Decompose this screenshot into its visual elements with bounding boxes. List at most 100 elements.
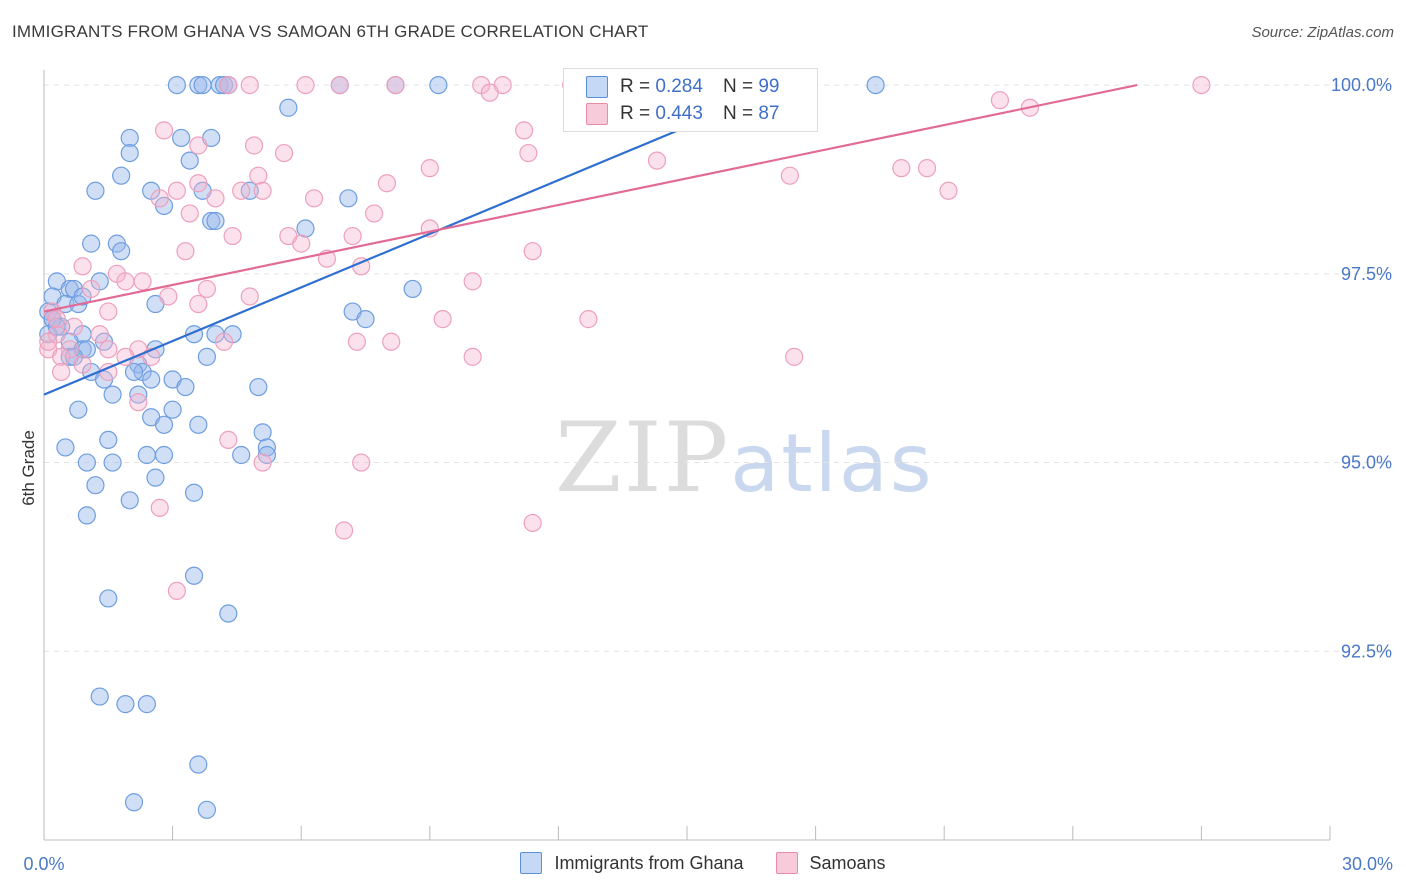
samoan-point: [189, 174, 208, 193]
ghana-point: [193, 75, 212, 95]
series-legend: Immigrants from Ghana Samoans: [0, 852, 1406, 874]
samoan-point: [780, 166, 799, 185]
ghana-point: [176, 377, 195, 397]
samoan-point: [274, 143, 294, 163]
samoan-point: [515, 121, 534, 140]
ghana-point: [137, 445, 156, 465]
ghana-point: [172, 128, 191, 148]
ghana-point: [202, 211, 221, 231]
ghana-point: [296, 219, 315, 238]
gridlines: [44, 84, 1390, 652]
legend-item-samoan: Samoans: [775, 852, 886, 874]
y-tick-label: 97.5%: [1341, 264, 1392, 284]
ghana-point: [214, 75, 234, 95]
legend-n-value-samoan: 87: [758, 103, 780, 124]
samoan-point: [52, 362, 71, 382]
ghana-point: [124, 793, 144, 812]
samoan-point: [364, 204, 384, 223]
ghana-point: [86, 181, 105, 200]
ghana-point: [154, 415, 174, 434]
samoan-point: [47, 310, 66, 329]
ghana-point: [189, 75, 208, 95]
ghana-point: [219, 604, 238, 623]
samoan-point: [917, 159, 937, 178]
ghana-point: [189, 755, 208, 774]
samoan-point: [253, 181, 272, 200]
legend-r-value-samoan: 0.443: [655, 103, 703, 124]
samoan-point: [197, 279, 216, 299]
ghana-point: [120, 128, 139, 148]
ghana-point: [197, 347, 216, 366]
legend-label-ghana: Immigrants from Ghana: [554, 852, 744, 873]
ghana-point: [69, 400, 88, 419]
samoan-point: [244, 136, 264, 155]
samoan-point: [463, 272, 482, 291]
ghana-point: [249, 377, 268, 397]
samoan-point: [133, 272, 152, 291]
series-ghana-points: [39, 75, 885, 819]
samoan-point: [159, 287, 178, 306]
samoan-point: [1192, 75, 1211, 95]
samoan-point: [296, 75, 315, 95]
ghana-point: [82, 234, 101, 253]
samoan-point: [232, 181, 251, 200]
ghana-point: [163, 400, 182, 419]
samoan-point: [223, 226, 242, 246]
x-tick-label-min: 0.0%: [23, 854, 64, 874]
samoan-point: [377, 174, 397, 193]
samoan-point: [180, 204, 199, 223]
x-tick-labels: 0.0% 30.0%: [23, 854, 1393, 874]
samoan-point: [240, 75, 259, 95]
legend-r-label: R =: [620, 103, 651, 124]
ghana-point: [429, 75, 448, 95]
ghana-point: [167, 75, 186, 95]
samoan-point: [785, 347, 804, 366]
legend-swatch-ghana: [520, 852, 543, 874]
samoan-point: [523, 242, 542, 261]
samoan-point: [433, 310, 452, 329]
watermark-atlas: atlas: [730, 417, 934, 510]
ghana-point: [146, 468, 165, 487]
samoan-point: [176, 242, 195, 261]
trend-line-samoan: [43, 84, 1138, 313]
samoan-point: [90, 325, 109, 344]
ghana-point: [120, 491, 139, 510]
samoan-point: [480, 83, 499, 102]
ghana-point: [112, 242, 131, 261]
ghana-point: [184, 566, 204, 585]
ghana-point: [232, 445, 251, 465]
legend-label-samoan: Samoans: [809, 852, 886, 873]
watermark: ZIPatlas: [555, 402, 934, 514]
samoan-point: [214, 332, 234, 351]
ghana-point: [112, 166, 131, 185]
ghana-point: [129, 385, 148, 404]
series-samoan-points: [39, 75, 1211, 600]
ghana-point: [99, 430, 118, 450]
y-tick-labels: 92.5% 95.0% 97.5% 100.0%: [1331, 75, 1392, 661]
samoan-point: [189, 136, 208, 155]
ghana-point: [56, 438, 75, 457]
samoan-point: [99, 340, 118, 359]
ghana-point: [103, 453, 122, 472]
legend-r-label: R =: [620, 76, 651, 97]
samoan-point: [420, 159, 439, 178]
samoan-point: [352, 453, 371, 472]
legend-r-value-ghana: 0.284: [655, 76, 703, 97]
ghana-point: [866, 75, 885, 95]
samoan-point: [253, 453, 272, 472]
ghana-point: [180, 151, 199, 170]
ghana-point: [154, 445, 174, 465]
samoan-point: [330, 75, 349, 95]
samoan-point: [73, 257, 92, 276]
samoan-point: [334, 521, 354, 540]
samoan-point: [892, 159, 911, 178]
ghana-point: [120, 143, 139, 163]
ghana-point: [189, 415, 208, 434]
samoan-point: [206, 189, 225, 208]
ghana-point: [124, 362, 144, 382]
samoan-point: [150, 498, 169, 517]
ghana-point: [86, 476, 105, 495]
legend-row-samoan: R = 0.443 N = 87: [586, 100, 779, 128]
y-tick-label: 92.5%: [1341, 641, 1392, 661]
